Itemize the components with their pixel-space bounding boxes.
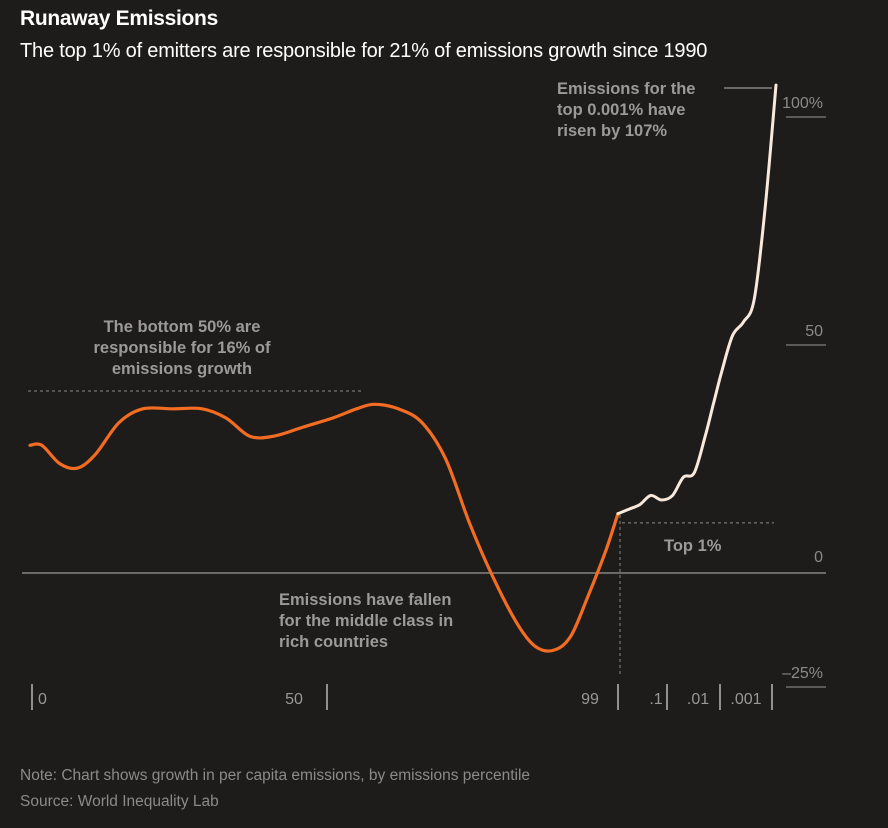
y-tick-label: 100% — [782, 95, 823, 112]
chart-note: Note: Chart shows growth in per capita e… — [20, 767, 531, 784]
top-1-series-line — [616, 83, 778, 516]
chart-lines — [28, 83, 778, 653]
chart-subtitle: The top 1% of emitters are responsible f… — [20, 40, 708, 62]
top-emitters-annotation-line: top 0.001% have — [557, 101, 685, 119]
emissions-chart: 100% 50 0 –25% 0 50 99 .1 .01 .001 The bottom 50%… — [22, 80, 826, 710]
chart-source: Source: World Inequality Lab — [20, 793, 219, 810]
top-emitters-annotation-line: risen by 107% — [557, 122, 667, 140]
chart-annotations: The bottom 50% are responsible for 16% of… — [28, 80, 774, 676]
y-tick-label: 50 — [805, 323, 823, 340]
bottom-99-series-line — [28, 402, 620, 653]
top-emitters-annotation-line: Emissions for the — [557, 80, 695, 98]
chart-axes: 100% 50 0 –25% 0 50 99 .1 .01 .001 — [22, 95, 826, 710]
chart-title: Runaway Emissions — [20, 7, 218, 30]
bottom50-annotation-line: The bottom 50% are — [104, 318, 261, 336]
middle-class-annotation-line: rich countries — [279, 633, 388, 651]
y-tick-label: 0 — [814, 549, 823, 566]
x-tick-label: 99 — [581, 691, 599, 708]
bottom50-annotation-line: responsible for 16% of — [94, 339, 271, 357]
x-tick-label: 0 — [38, 691, 47, 708]
bottom50-annotation-line: emissions growth — [112, 360, 252, 378]
y-tick-label: –25% — [782, 665, 823, 682]
middle-class-annotation-line: Emissions have fallen — [279, 591, 451, 609]
x-tick-label: .1 — [649, 691, 662, 708]
x-tick-label: 50 — [285, 691, 303, 708]
middle-class-annotation-line: for the middle class in — [279, 612, 453, 630]
top1-label: Top 1% — [664, 537, 722, 555]
x-tick-label: .01 — [687, 691, 709, 708]
x-tick-label: .001 — [730, 691, 761, 708]
